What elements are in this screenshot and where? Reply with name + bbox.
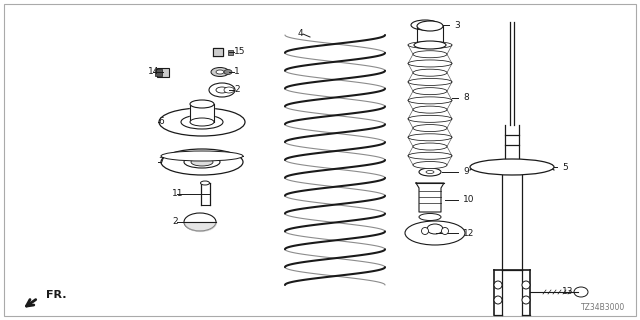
Ellipse shape xyxy=(216,70,224,74)
Text: 6: 6 xyxy=(158,117,164,126)
Ellipse shape xyxy=(405,221,465,245)
Ellipse shape xyxy=(184,156,220,168)
Text: TZ34B3000: TZ34B3000 xyxy=(580,303,625,312)
Ellipse shape xyxy=(190,100,214,108)
Circle shape xyxy=(522,281,530,289)
Text: 11: 11 xyxy=(172,189,184,198)
Ellipse shape xyxy=(408,42,452,49)
Polygon shape xyxy=(417,26,443,45)
Polygon shape xyxy=(190,104,214,122)
Text: 12: 12 xyxy=(463,228,474,237)
Polygon shape xyxy=(522,270,530,315)
Circle shape xyxy=(422,228,429,235)
Ellipse shape xyxy=(408,97,452,104)
Ellipse shape xyxy=(427,224,443,234)
FancyBboxPatch shape xyxy=(155,69,162,76)
Ellipse shape xyxy=(470,159,554,175)
Polygon shape xyxy=(505,125,519,165)
Ellipse shape xyxy=(413,69,447,76)
Polygon shape xyxy=(494,270,502,315)
Ellipse shape xyxy=(161,151,243,161)
Circle shape xyxy=(442,228,449,235)
Ellipse shape xyxy=(408,78,452,85)
Text: FR.: FR. xyxy=(46,290,67,300)
Ellipse shape xyxy=(408,115,452,122)
Ellipse shape xyxy=(408,152,452,159)
Ellipse shape xyxy=(413,106,447,113)
Text: 13: 13 xyxy=(562,287,573,297)
Ellipse shape xyxy=(417,21,443,31)
Ellipse shape xyxy=(411,20,439,30)
Polygon shape xyxy=(213,48,223,56)
Ellipse shape xyxy=(209,83,235,97)
Text: 4: 4 xyxy=(298,29,303,38)
Text: 1: 1 xyxy=(234,68,240,76)
Text: 7: 7 xyxy=(158,157,164,166)
Polygon shape xyxy=(416,183,444,212)
Circle shape xyxy=(522,296,530,304)
Ellipse shape xyxy=(413,162,447,169)
Text: 8: 8 xyxy=(463,93,468,102)
Ellipse shape xyxy=(419,168,441,176)
Text: 2: 2 xyxy=(234,85,239,94)
Ellipse shape xyxy=(574,287,588,297)
Text: 5: 5 xyxy=(562,163,568,172)
FancyBboxPatch shape xyxy=(228,50,233,55)
Ellipse shape xyxy=(161,149,243,175)
Ellipse shape xyxy=(413,88,447,95)
Polygon shape xyxy=(510,22,514,125)
Ellipse shape xyxy=(211,68,229,76)
Ellipse shape xyxy=(224,87,234,93)
Ellipse shape xyxy=(216,87,228,93)
Ellipse shape xyxy=(413,51,447,58)
Text: 2: 2 xyxy=(172,218,178,227)
Text: 3: 3 xyxy=(454,20,460,29)
Circle shape xyxy=(494,296,502,304)
Ellipse shape xyxy=(408,134,452,141)
Ellipse shape xyxy=(190,118,214,126)
Text: 15: 15 xyxy=(234,47,246,57)
Text: 14: 14 xyxy=(148,68,159,76)
Ellipse shape xyxy=(200,181,209,185)
Ellipse shape xyxy=(413,143,447,150)
Ellipse shape xyxy=(414,41,446,49)
Polygon shape xyxy=(502,175,522,270)
Ellipse shape xyxy=(159,108,245,136)
Circle shape xyxy=(494,281,502,289)
Ellipse shape xyxy=(420,23,430,27)
Ellipse shape xyxy=(224,69,232,75)
Ellipse shape xyxy=(184,213,216,231)
Ellipse shape xyxy=(426,171,434,173)
Ellipse shape xyxy=(408,60,452,67)
FancyBboxPatch shape xyxy=(157,68,169,77)
Ellipse shape xyxy=(419,213,441,220)
Text: 9: 9 xyxy=(463,167,468,177)
Polygon shape xyxy=(200,183,209,205)
Text: 10: 10 xyxy=(463,196,474,204)
Ellipse shape xyxy=(191,158,213,166)
Ellipse shape xyxy=(181,115,223,129)
Ellipse shape xyxy=(413,124,447,132)
FancyBboxPatch shape xyxy=(213,48,223,56)
